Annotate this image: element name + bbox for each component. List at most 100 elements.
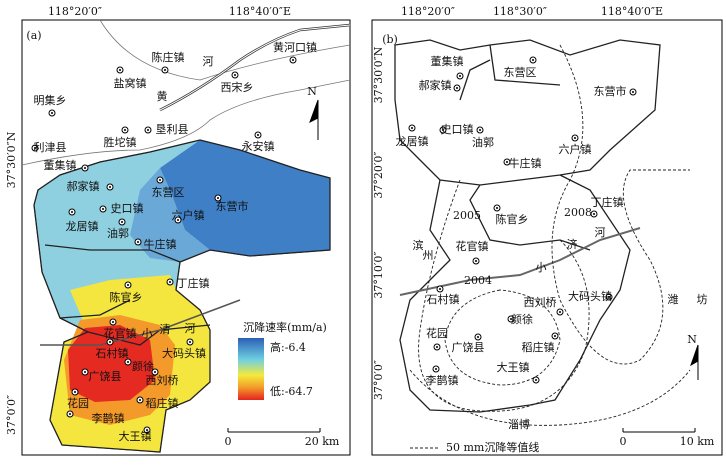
place-label: 稻庄镇: [522, 340, 555, 354]
place-label: 西刘桥: [524, 296, 557, 309]
legend-low: 低:-64.7: [270, 385, 313, 398]
place-marker: [74, 391, 76, 393]
place-marker: [164, 69, 166, 71]
place-marker: [496, 207, 498, 209]
left-coordinate: 37°20′0″: [372, 151, 385, 198]
place-label: 李鹊镇: [426, 373, 459, 387]
place-label: 河: [185, 322, 196, 335]
place-marker: [124, 129, 126, 131]
place-marker: [559, 311, 561, 313]
place-label: 2004: [464, 274, 492, 287]
place-label: 河: [203, 55, 214, 68]
place-marker: [84, 167, 86, 169]
scale-label: 20 km: [305, 435, 340, 448]
place-marker: [217, 197, 219, 199]
place-marker: [477, 336, 479, 338]
place-label: 永安镇: [242, 139, 275, 153]
place-label: 潍: [668, 293, 679, 306]
scale-label: 0: [620, 435, 627, 448]
place-label: 利津县: [34, 141, 67, 154]
contour: [444, 289, 561, 386]
place-marker: [234, 74, 236, 76]
county-boundary: [33, 139, 331, 453]
place-label: 小: [142, 327, 153, 340]
left-coordinate: 37°10′0″: [372, 251, 385, 298]
panel-label: (a): [26, 29, 41, 42]
place-label: 油郭: [472, 135, 494, 149]
place-label: 石村镇: [427, 292, 460, 306]
panel-b: [371, 19, 723, 456]
place-label: 稻庄镇: [146, 396, 179, 410]
place-marker: [632, 91, 634, 93]
place-marker: [109, 186, 111, 188]
color-bar: [238, 338, 264, 400]
place-marker: [593, 213, 595, 215]
place-label: 广饶县: [452, 341, 485, 354]
top-coordinate: 118°30′0″: [493, 5, 547, 18]
place-label: 花园: [67, 397, 89, 410]
legend-high: 高:-6.4: [270, 340, 306, 354]
north-arrow: [309, 99, 319, 140]
place-marker: [475, 260, 477, 262]
place-marker: [127, 284, 129, 286]
place-label: 郝家镇: [419, 78, 452, 92]
left-coordinate: 37°30′0″N: [372, 46, 385, 103]
place-marker: [510, 318, 512, 320]
place-label: 2005: [453, 209, 481, 222]
top-coordinate: 118°20′0″: [48, 5, 102, 18]
place-label: 河: [595, 226, 606, 239]
place-label: 牛庄镇: [509, 156, 542, 170]
place-label: 六户镇: [559, 142, 592, 156]
place-marker: [608, 296, 610, 298]
place-label: 董集镇: [431, 54, 464, 68]
place-marker: [411, 127, 413, 129]
place-marker: [146, 429, 148, 431]
place-label: 大码头镇: [162, 346, 206, 360]
place-label: 颜徐: [511, 312, 533, 326]
place-label: 郝家镇: [67, 179, 100, 193]
frame: [371, 19, 723, 456]
place-label: 清: [160, 323, 171, 336]
place-marker: [137, 241, 139, 243]
legend-title: 沉降速率(mm/a): [243, 320, 327, 334]
place-marker: [177, 219, 179, 221]
place-label: 花官镇: [456, 239, 489, 253]
place-label: 东营市: [594, 84, 627, 98]
district-boundary: [459, 44, 561, 101]
place-label: 陈官乡: [496, 212, 529, 226]
place-marker: [84, 371, 86, 373]
contour: [418, 179, 590, 412]
scale-bar: [622, 428, 696, 433]
place-label: 颜徐: [132, 359, 154, 373]
place-marker: [154, 371, 156, 373]
place-label: 陈官乡: [110, 290, 143, 304]
place-label: 史口镇: [111, 201, 144, 215]
legend-label: 50 mm沉降等值线: [446, 440, 539, 454]
place-marker: [69, 413, 71, 415]
left-coordinate: 37°30′0″N: [5, 131, 18, 188]
place-label: 黄: [157, 89, 168, 103]
scale-bar: [227, 428, 321, 433]
place-marker: [574, 137, 576, 139]
place-label: 2008: [564, 206, 592, 219]
place-label: 六户镇: [172, 208, 205, 222]
place-label: 东营区: [504, 65, 537, 79]
place-label: 花官镇: [104, 326, 137, 340]
place-label: 西宋乡: [221, 80, 254, 94]
place-marker: [109, 341, 111, 343]
district-boundary: [469, 184, 591, 251]
top-coordinate: 118°40′0″E: [601, 5, 663, 18]
place-marker: [554, 335, 556, 337]
north-label: N: [307, 85, 317, 98]
place-marker: [127, 361, 129, 363]
place-marker: [147, 129, 149, 131]
place-marker: [112, 321, 114, 323]
place-marker: [34, 147, 36, 149]
place-label: 黄河口镇: [273, 40, 317, 54]
north-label: N: [687, 333, 697, 346]
subsidence-area: [160, 140, 330, 256]
scale-label: 0: [225, 435, 232, 448]
boundary: [99, 19, 351, 81]
place-marker: [51, 112, 53, 114]
